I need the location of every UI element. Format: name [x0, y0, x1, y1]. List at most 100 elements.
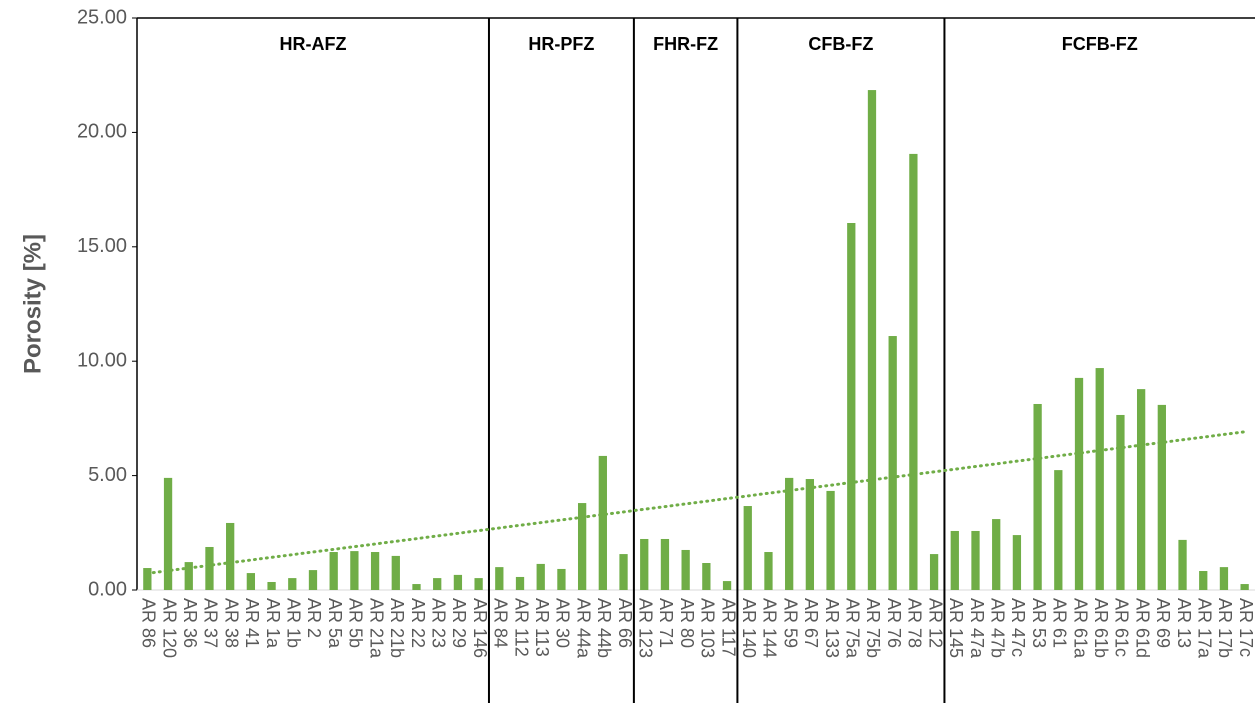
x-tick-label: AR 120: [159, 598, 179, 658]
y-tick-label: 0.00: [88, 578, 127, 600]
bar: [267, 581, 276, 590]
x-tick-label: AR 22: [408, 598, 428, 648]
bar: [163, 477, 173, 590]
x-tick-label: AR 17c: [1236, 598, 1256, 657]
bar: [226, 522, 235, 590]
x-tick-label: AR 66: [615, 598, 635, 648]
bar: [826, 490, 835, 590]
x-tick-label: AR 53: [1029, 598, 1049, 648]
bar: [764, 552, 773, 590]
bar: [453, 574, 463, 590]
x-tick-label: AR 2: [304, 598, 324, 638]
x-tick-label: AR 59: [780, 598, 800, 648]
bar: [785, 477, 794, 590]
group-label: FCFB-FZ: [1062, 34, 1138, 54]
bar: [143, 568, 152, 590]
x-tick-label: AR 117: [718, 598, 738, 657]
x-tick-label: AR 1a: [263, 598, 283, 649]
bar: [536, 563, 545, 590]
bar: [867, 90, 877, 591]
x-tick-label: AR 78: [905, 598, 925, 648]
bar: [329, 552, 338, 590]
bar: [847, 223, 856, 590]
x-tick-label: AR 75a: [843, 598, 863, 659]
bar: [909, 153, 918, 590]
x-tick-label: AR 71: [656, 598, 676, 648]
bar: [888, 336, 897, 590]
x-tick-label: AR 29: [449, 598, 469, 648]
x-tick-label: AR 76: [884, 598, 904, 648]
bar: [308, 570, 318, 590]
bar: [929, 554, 939, 590]
group-label: HR-AFZ: [279, 34, 346, 54]
x-tick-label: AR 86: [139, 598, 159, 648]
bar: [722, 581, 732, 590]
bar: [1054, 470, 1063, 590]
bar: [515, 576, 525, 590]
x-tick-label: AR 5b: [346, 598, 366, 648]
bar: [1074, 377, 1084, 590]
x-tick-label: AR 144: [760, 598, 780, 658]
x-tick-label: AR 21a: [366, 598, 386, 659]
x-tick-label: AR 30: [553, 598, 573, 648]
x-tick-label: AR 23: [428, 598, 448, 648]
x-tick-label: AR 17a: [1194, 598, 1214, 659]
bar: [640, 538, 649, 590]
x-tick-label: AR 21b: [387, 598, 407, 658]
x-tick-label: AR 67: [801, 598, 821, 648]
bar: [681, 549, 690, 590]
group-label: HR-PFZ: [528, 34, 594, 54]
bar: [495, 567, 504, 590]
x-tick-label: AR 41: [242, 598, 262, 648]
x-tick-label: AR 61c: [1112, 598, 1132, 657]
x-tick-label: AR 133: [822, 598, 842, 658]
x-tick-label: AR 75b: [863, 598, 883, 658]
bar: [246, 573, 256, 590]
x-tick-label: AR 61a: [1070, 598, 1090, 659]
x-tick-label: AR 36: [180, 598, 200, 648]
x-tick-label: AR 38: [221, 598, 241, 648]
bar: [391, 555, 400, 590]
y-tick-label: 10.00: [77, 349, 127, 371]
bar: [1136, 389, 1146, 590]
bar: [619, 554, 628, 590]
bar: [184, 562, 193, 590]
x-tick-label: AR 145: [946, 598, 966, 658]
bar: [598, 455, 607, 590]
x-tick-label: AR 61: [1050, 598, 1070, 648]
group-label: CFB-FZ: [808, 34, 873, 54]
y-axis-label: Porosity [%]: [19, 234, 46, 374]
y-tick-label: 15.00: [77, 235, 127, 257]
bar: [474, 578, 483, 590]
y-tick-label: 5.00: [88, 464, 127, 486]
bar: [1095, 368, 1104, 590]
x-tick-label: AR 80: [677, 598, 697, 648]
group-label: FHR-FZ: [653, 34, 718, 54]
x-tick-label: AR 44a: [573, 598, 593, 659]
trendline: [145, 430, 1247, 575]
bar: [1219, 567, 1229, 590]
x-tick-label: AR 146: [470, 598, 490, 658]
x-tick-label: AR 47a: [967, 598, 987, 659]
bar: [1116, 414, 1125, 590]
bar: [350, 551, 359, 590]
x-tick-label: AR 44b: [594, 598, 614, 658]
bar: [971, 530, 980, 590]
x-tick-label: AR 103: [698, 598, 718, 658]
x-tick-label: AR 1b: [284, 598, 304, 648]
bar: [577, 503, 587, 590]
bar: [205, 546, 214, 590]
bar: [1178, 539, 1187, 590]
y-tick-label: 25.00: [77, 6, 127, 28]
bar: [805, 479, 815, 590]
x-tick-label: AR 61d: [1132, 598, 1152, 658]
x-tick-label: AR 61b: [1091, 598, 1111, 658]
x-tick-label: AR 47c: [1008, 598, 1028, 657]
bar: [1157, 404, 1166, 590]
y-tick-label: 20.00: [77, 121, 127, 143]
x-tick-label: AR 113: [532, 598, 552, 657]
bar: [433, 578, 442, 590]
x-tick-label: AR 12: [925, 598, 945, 648]
bar: [412, 584, 421, 590]
